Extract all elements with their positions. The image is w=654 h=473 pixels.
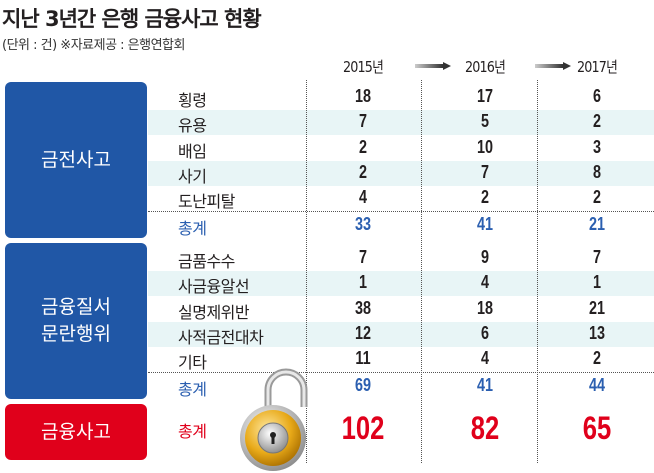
cell-value: 11 (355, 348, 371, 369)
table-row: 배임 2 10 3 (148, 136, 654, 161)
row-label: 유용 (178, 116, 207, 136)
padlock-icon (240, 368, 308, 471)
row-band (148, 321, 654, 347)
column-divider (306, 80, 307, 463)
table-row: 사금융알선 1 4 1 (148, 271, 654, 296)
row-label: 사금융알선 (178, 277, 250, 297)
page-title: 지난 3년간 은행 금융사고 현황 (2, 7, 262, 31)
cell-value: 2 (358, 161, 367, 182)
cell-value: 18 (476, 297, 494, 318)
cell-value: 2 (358, 136, 367, 157)
grand-total-value: 65 (582, 410, 612, 446)
total-label: 총계 (178, 380, 207, 399)
table-row: 횡령 18 17 6 (148, 85, 654, 110)
cell-value: 2 (592, 111, 601, 132)
table-row: 사적금전대차 12 6 13 (148, 322, 654, 347)
cell-value: 1 (592, 272, 601, 293)
grand-total-value: 102 (341, 410, 385, 446)
cell-value: 13 (588, 322, 606, 343)
cell-value: 3 (592, 136, 601, 157)
column-header-2015: 2015년 (343, 58, 384, 76)
cell-value: 4 (358, 187, 367, 208)
column-divider (421, 80, 422, 463)
row-label: 사적금전대차 (178, 327, 264, 347)
subtitle: (단위 : 건) ※자료제공 : 은행연합회 (2, 38, 185, 53)
total-value: 41 (476, 214, 494, 234)
row-label: 기타 (178, 353, 207, 373)
cell-value: 5 (480, 111, 489, 132)
grand-total-value: 82 (470, 410, 500, 446)
total-value: 21 (588, 214, 606, 234)
total-value: 33 (354, 214, 372, 234)
total-row: 총계 33 41 21 (148, 213, 654, 238)
group-label-box: 금융질서 문란행위 (5, 243, 147, 399)
row-label: 금품수수 (178, 252, 235, 271)
row-label: 배임 (178, 141, 207, 161)
cell-value: 4 (480, 272, 489, 293)
cell-value: 7 (592, 247, 601, 267)
cell-value: 38 (354, 297, 372, 318)
table-row: 사기 2 7 8 (148, 161, 654, 186)
total-label: 총계 (178, 219, 207, 238)
cell-value: 17 (476, 86, 494, 106)
table-row: 도난피탈 4 2 2 (148, 186, 654, 211)
cell-value: 9 (480, 247, 489, 267)
cell-value: 6 (480, 322, 489, 343)
column-header-2017: 2017년 (577, 58, 618, 76)
cell-value: 2 (480, 187, 489, 208)
row-band (148, 271, 654, 297)
cell-value: 2 (592, 187, 601, 208)
column-header-2016: 2016년 (465, 58, 506, 76)
table-row: 기타 11 4 2 (148, 347, 654, 372)
cell-value: 21 (588, 297, 606, 318)
cell-value: 1 (358, 272, 367, 293)
table-row: 유용 7 5 2 (148, 110, 654, 135)
total-row: 총계 69 41 44 (148, 374, 654, 399)
cell-value: 6 (592, 86, 601, 106)
total-value: 41 (476, 375, 494, 395)
row-band (148, 110, 654, 136)
row-label: 도난피탈 (178, 192, 235, 212)
row-band (148, 160, 654, 186)
total-value: 44 (588, 375, 606, 395)
cell-value: 7 (358, 111, 367, 132)
cell-value: 7 (358, 247, 367, 267)
cell-value: 8 (592, 161, 601, 182)
cell-value: 18 (354, 86, 372, 106)
table-row: 실명제위반 38 18 21 (148, 297, 654, 322)
cell-value: 2 (592, 348, 601, 369)
grand-total-box: 금융사고 (5, 404, 147, 460)
row-divider (148, 372, 654, 373)
cell-value: 10 (476, 136, 494, 157)
column-divider (537, 80, 538, 463)
cell-value: 4 (480, 348, 489, 369)
cell-value: 12 (354, 322, 372, 343)
arrow-right-icon (415, 62, 451, 70)
table-row: 금품수수 7 9 7 (148, 246, 654, 271)
row-label: 실명제위반 (178, 302, 250, 322)
row-label: 횡령 (178, 91, 207, 110)
cell-value: 7 (480, 161, 489, 182)
arrow-right-icon (535, 62, 571, 70)
grand-total-label: 총계 (178, 422, 207, 441)
total-value: 69 (354, 375, 372, 395)
grand-total-row: 총계 102 82 65 (148, 404, 654, 460)
row-label: 사기 (178, 166, 207, 186)
row-divider (148, 211, 654, 212)
group-label-box: 금전사고 (5, 82, 147, 238)
